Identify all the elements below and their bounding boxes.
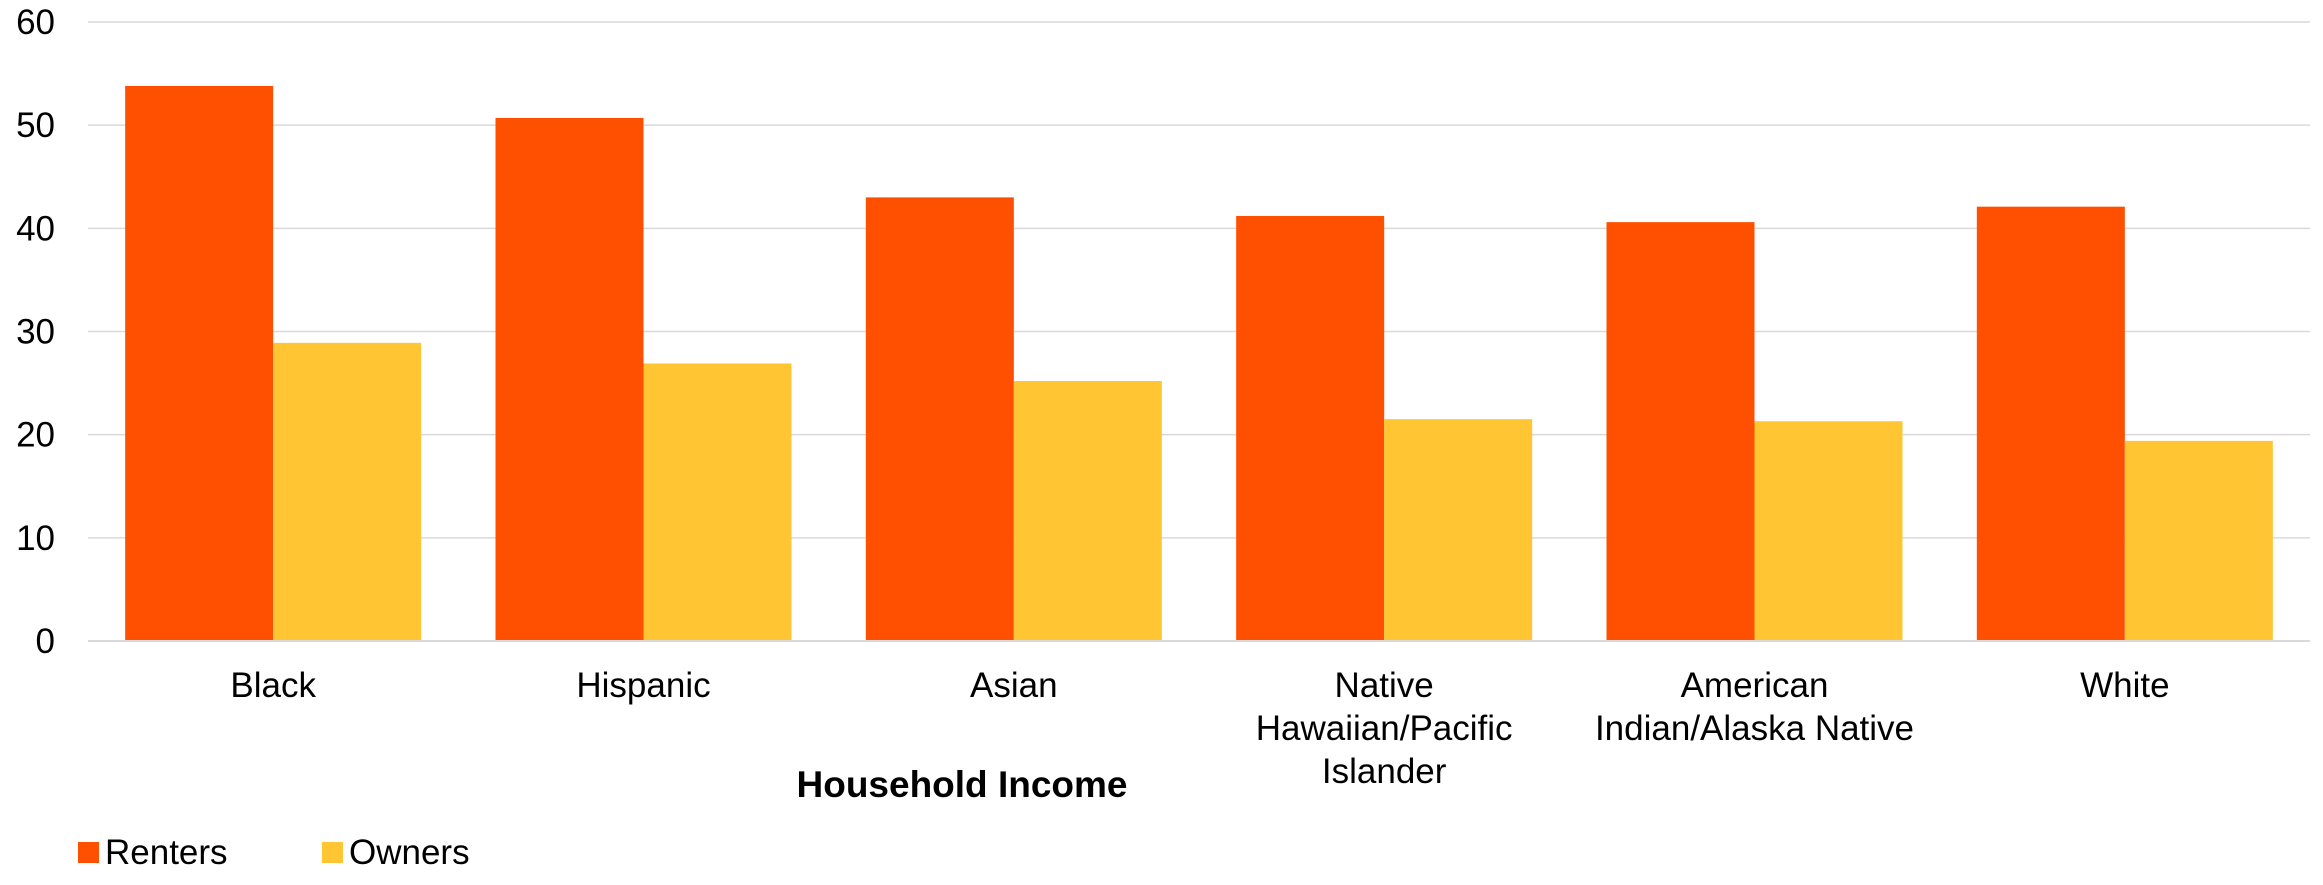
bars xyxy=(125,85,2273,642)
legend-label: Owners xyxy=(349,833,470,872)
legend-swatch xyxy=(78,842,99,863)
gridlines xyxy=(88,21,2310,539)
x-tick-label: Hispanic xyxy=(576,666,710,705)
bar-owners xyxy=(2124,440,2273,641)
legend: Renters Owners xyxy=(78,833,470,872)
y-tick-label: 10 xyxy=(16,519,55,558)
y-tick-label: 0 xyxy=(36,622,55,661)
bar-renters xyxy=(1976,206,2125,641)
legend-label: Renters xyxy=(105,833,228,872)
x-tick-label: Black xyxy=(230,666,316,705)
bar-renters xyxy=(125,85,274,642)
y-tick-label: 40 xyxy=(16,209,55,248)
x-tick-label: Asian xyxy=(970,666,1058,705)
y-tick-label: 50 xyxy=(16,106,55,145)
legend-swatch xyxy=(322,842,343,863)
x-tick-label: Native Hawaiian/Pacific Islander xyxy=(1256,666,1513,791)
bar-owners xyxy=(643,363,792,641)
y-tick-label: 30 xyxy=(16,313,55,352)
x-axis-title: Household Income xyxy=(797,764,1128,805)
y-axis-ticks: 0 10 20 30 40 50 60 xyxy=(16,3,55,661)
legend-item-owners: Owners xyxy=(322,833,470,872)
bar-renters xyxy=(1236,215,1385,641)
bar-owners xyxy=(1754,421,1903,641)
bar-renters xyxy=(1606,222,1755,642)
bar-renters xyxy=(495,117,644,641)
bar-owners xyxy=(273,342,422,641)
bar-owners xyxy=(1013,381,1162,641)
bar-owners xyxy=(1384,419,1533,641)
legend-item-renters: Renters xyxy=(78,833,228,872)
x-axis-category-labels: Black Hispanic Asian Native Hawaiian/Pacific… xyxy=(230,666,2169,791)
x-tick-label: White xyxy=(2080,666,2169,705)
bar-renters xyxy=(865,197,1014,641)
y-tick-label: 60 xyxy=(16,3,55,42)
y-tick-label: 20 xyxy=(16,416,55,455)
x-tick-label: American Indian/Alaska Native xyxy=(1595,666,1914,748)
